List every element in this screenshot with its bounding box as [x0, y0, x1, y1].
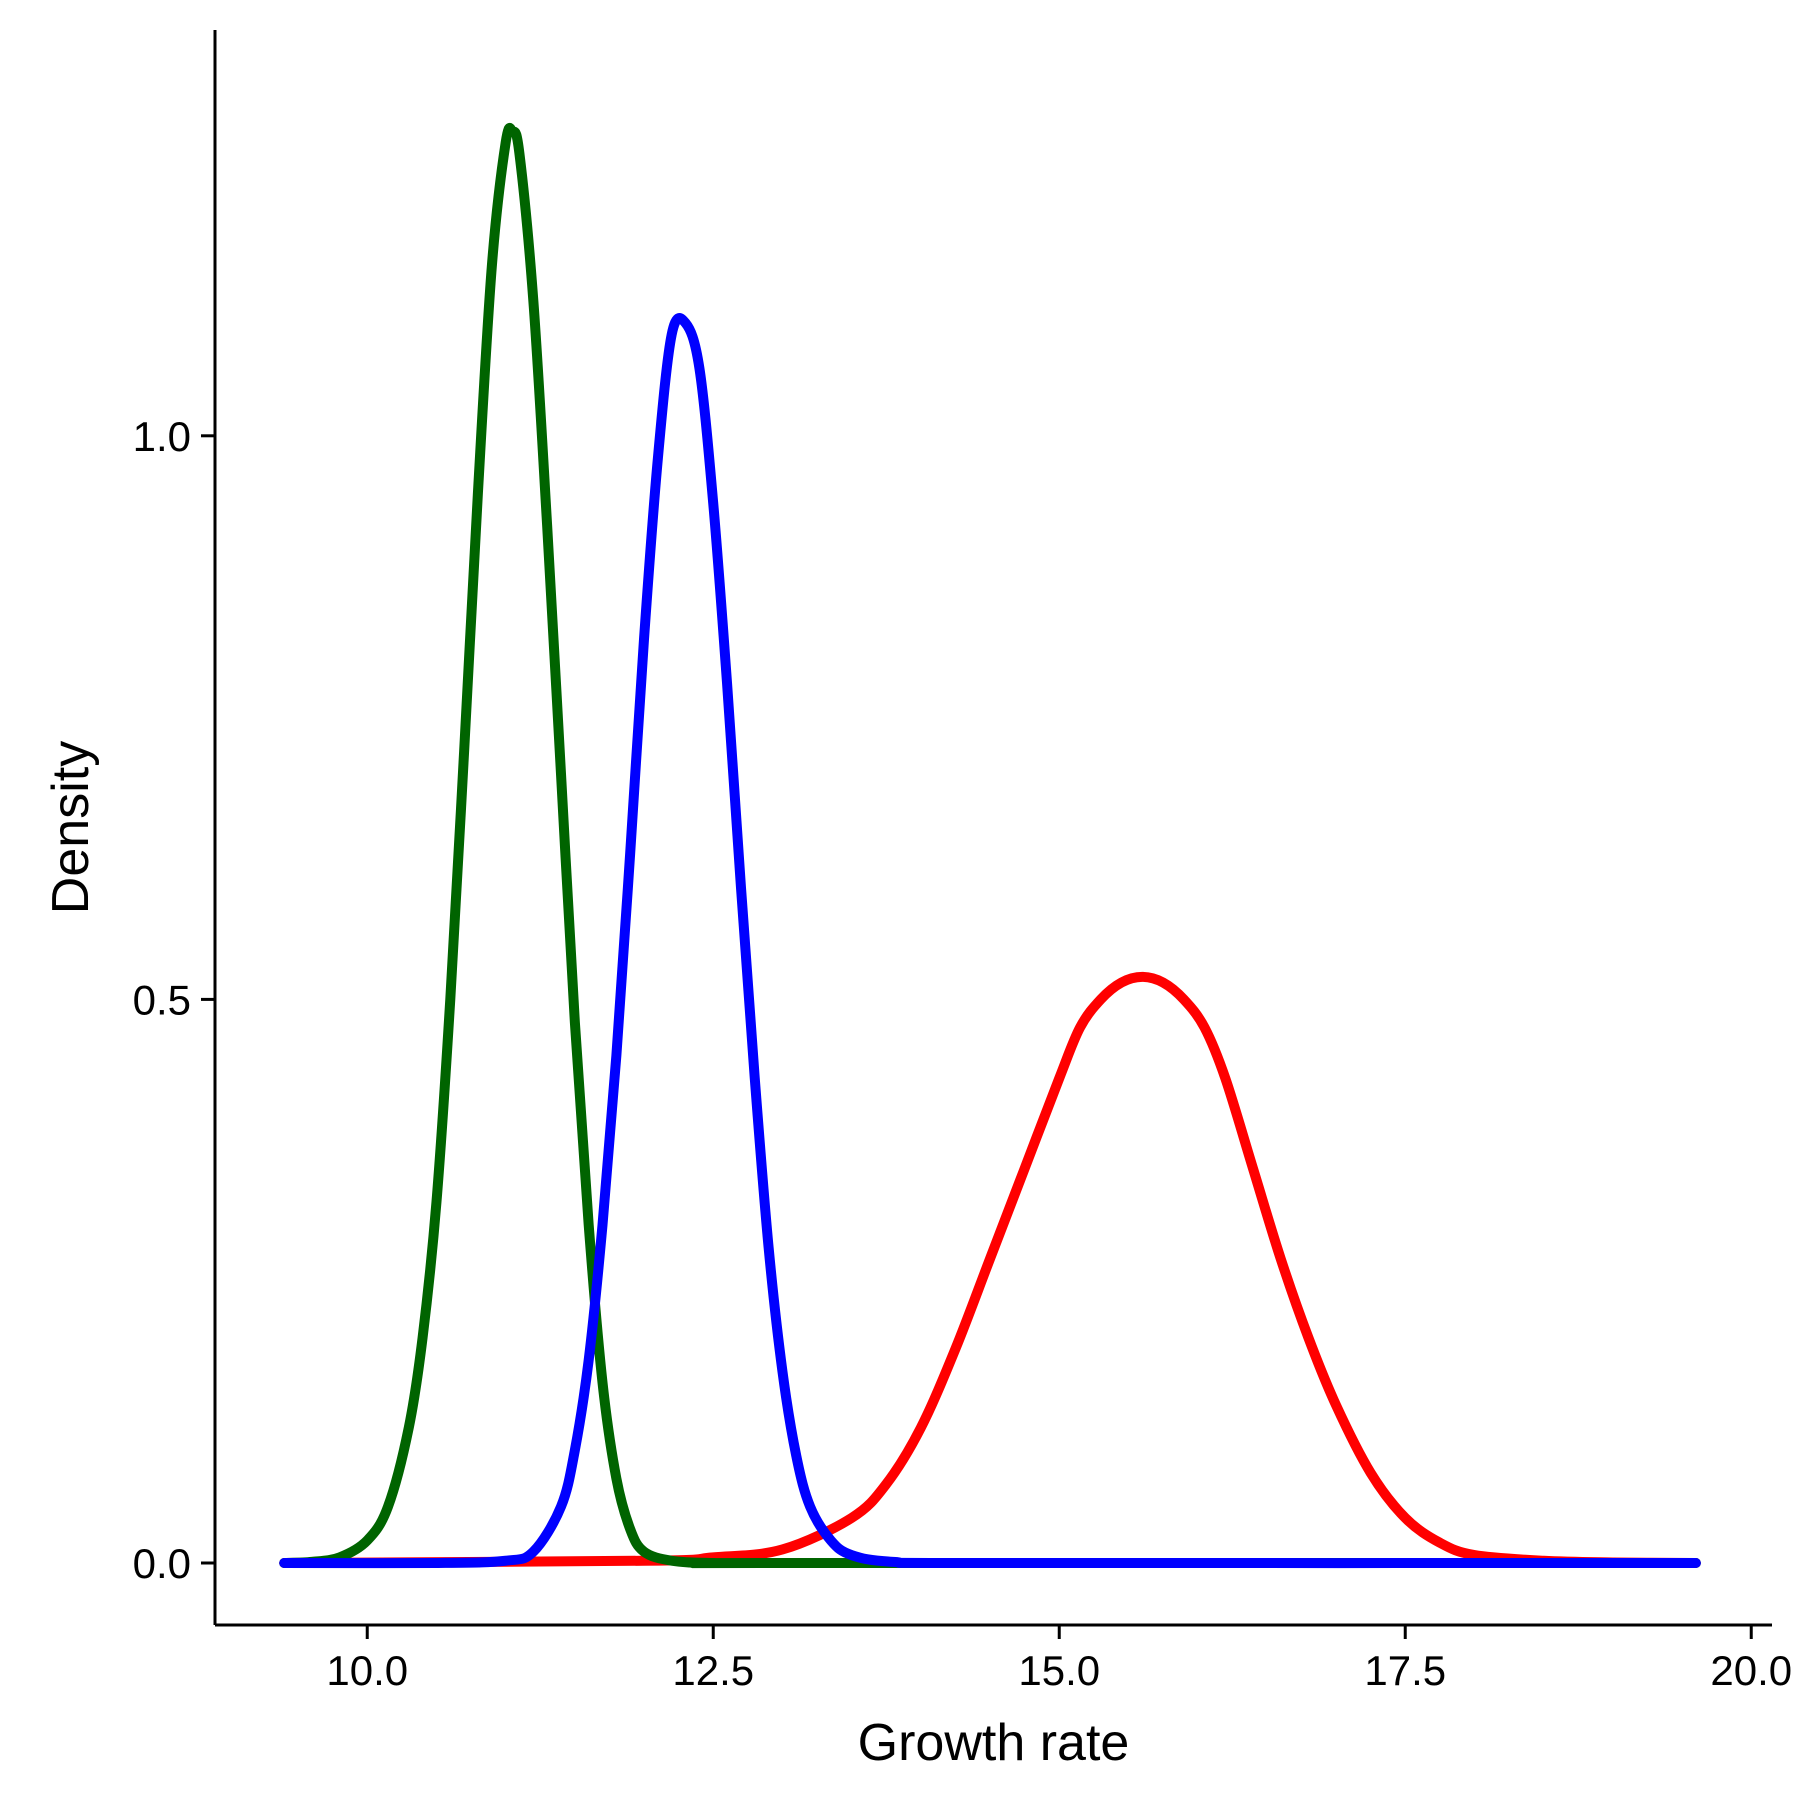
y-tick-label: 0.5	[133, 976, 191, 1023]
density-line-series-3	[279, 313, 1701, 1569]
x-axis-title: Growth rate	[858, 1714, 1130, 1772]
density-line-series-1	[279, 971, 1701, 1568]
x-tick-label: 15.0	[1018, 1647, 1100, 1694]
x-tick-label: 10.0	[326, 1647, 408, 1694]
y-tick-label: 0.0	[133, 1540, 191, 1587]
x-tick-label: 12.5	[672, 1647, 754, 1694]
y-tick-label: 1.0	[133, 413, 191, 460]
x-tick-label: 17.5	[1364, 1647, 1446, 1694]
series-lines	[279, 122, 1701, 1569]
x-tick-label: 20.0	[1710, 1647, 1792, 1694]
density-line-series-2	[279, 122, 1701, 1569]
y-axis-ticks: 0.0 0.5 1.0	[133, 413, 215, 1587]
y-axis-title: Density	[42, 741, 100, 914]
axes: 10.0 12.5 15.0 17.5 20.0 0.0 0.5 1.0	[133, 30, 1792, 1694]
x-axis-ticks: 10.0 12.5 15.0 17.5 20.0	[326, 1625, 1792, 1694]
